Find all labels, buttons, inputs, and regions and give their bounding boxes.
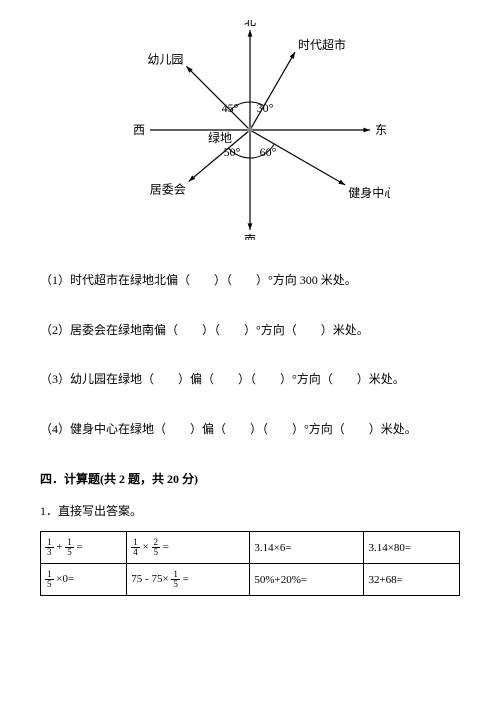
compass-diagram: 北南 东 西绿地 时代超市幼儿园居委会 健身中心 45° 30° 50° 60° [110, 20, 390, 240]
svg-text:60°: 60° [260, 145, 277, 159]
question-3: （3）幼儿园在绿地（ ）偏（ ）（ ）°方向（ ）米处。 [40, 369, 460, 391]
section-4-sub1: 1．直接写出答案。 [40, 502, 460, 519]
svg-text:北: 北 [244, 20, 256, 28]
svg-text:幼儿园: 幼儿园 [147, 52, 183, 66]
question-4: （4）健身中心在绿地（ ）偏（ ）（ ）°方向（ ）米处。 [40, 419, 460, 441]
svg-text:时代超市: 时代超市 [298, 37, 346, 52]
table-row: 13 + 15 =14 × 25 =3.14×6=3.14×80= [41, 532, 460, 564]
table-cell: 75 - 75× 15 = [127, 564, 250, 596]
table-cell: 14 × 25 = [127, 532, 250, 564]
table-cell: 3.14×80= [364, 532, 460, 564]
svg-text:南: 南 [244, 232, 256, 240]
svg-text:居委会: 居委会 [150, 182, 186, 196]
question-2: （2）居委会在绿地南偏（ ）（ ）°方向（ ）米处。 [40, 320, 460, 342]
svg-text:西: 西 [133, 123, 145, 137]
table-cell: 3.14×6= [250, 532, 364, 564]
calculation-table: 13 + 15 =14 × 25 =3.14×6=3.14×80=15 ×0=7… [40, 531, 460, 596]
table-cell: 13 + 15 = [41, 532, 127, 564]
table-cell: 15 ×0= [41, 564, 127, 596]
svg-text:绿地: 绿地 [208, 130, 232, 145]
question-1: （1）时代超市在绿地北偏（ ）（ ）°方向 300 米处。 [40, 270, 460, 292]
table-cell: 32+68= [364, 564, 460, 596]
table-cell: 50%+20%= [250, 564, 364, 596]
section-4-title: 四．计算题(共 2 题，共 20 分) [40, 470, 460, 487]
svg-text:30°: 30° [257, 101, 274, 115]
svg-text:健身中心: 健身中心 [348, 185, 390, 200]
table-row: 15 ×0=75 - 75× 15 =50%+20%=32+68= [41, 564, 460, 596]
svg-text:45°: 45° [222, 101, 239, 115]
svg-text:50°: 50° [224, 145, 241, 159]
questions-block: （1）时代超市在绿地北偏（ ）（ ）°方向 300 米处。 （2）居委会在绿地南… [40, 270, 460, 440]
diagram-svg: 北南 东 西绿地 时代超市幼儿园居委会 健身中心 45° 30° 50° 60° [110, 20, 390, 240]
svg-text:东: 东 [375, 123, 387, 137]
